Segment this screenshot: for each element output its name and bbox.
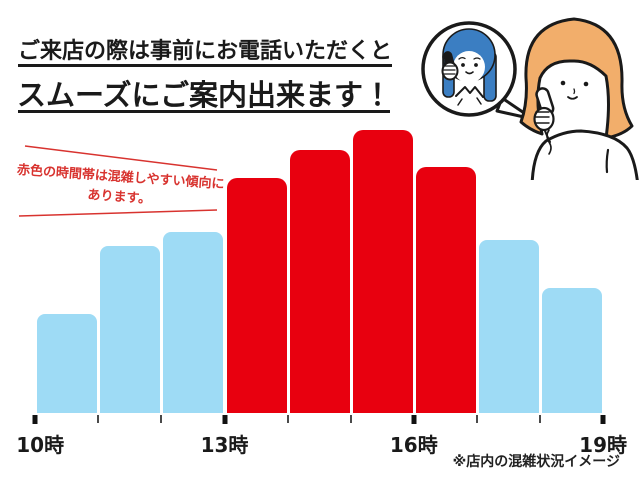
header-underline-2 bbox=[18, 110, 390, 113]
axis-major-tick bbox=[600, 415, 606, 424]
axis-minor-tick bbox=[539, 415, 541, 423]
annotation-lines bbox=[18, 145, 218, 217]
bar-11時 bbox=[100, 246, 161, 413]
phone-call-illustration bbox=[421, 17, 639, 180]
axis-minor-tick bbox=[160, 415, 163, 423]
bar-18時 bbox=[542, 288, 602, 413]
header-underline-1 bbox=[18, 64, 392, 67]
staff-with-phone-icon bbox=[441, 28, 497, 106]
axis-minor-tick bbox=[286, 415, 289, 423]
header-title: スムーズにご案内出来ます！ bbox=[17, 78, 392, 112]
chart-caption: ※店内の混雑状況イメージ bbox=[452, 454, 620, 470]
bar-13時 bbox=[226, 178, 287, 413]
axis-label-13時: 13時 bbox=[200, 433, 249, 457]
axis-label-19時: 19時 bbox=[579, 433, 628, 457]
axis-minor-tick bbox=[349, 415, 352, 423]
axis-minor-tick bbox=[97, 415, 100, 423]
bar-17時 bbox=[478, 240, 539, 413]
bar-16時 bbox=[415, 167, 476, 413]
bar-10時 bbox=[37, 314, 98, 413]
bar-15時 bbox=[352, 130, 413, 413]
axis-major-tick bbox=[222, 415, 227, 424]
bar-12時 bbox=[163, 232, 224, 413]
axis-label-10時: 10時 bbox=[16, 433, 65, 457]
axis-major-tick bbox=[411, 415, 417, 424]
axis-label-16時: 16時 bbox=[389, 433, 438, 457]
bar-14時 bbox=[289, 150, 350, 413]
axis-major-tick bbox=[32, 415, 38, 424]
axis-minor-tick bbox=[475, 415, 478, 423]
customer-with-phone-icon bbox=[519, 17, 639, 180]
header-subtitle: ご来店の際は事前にお電話いただくと bbox=[18, 39, 393, 64]
